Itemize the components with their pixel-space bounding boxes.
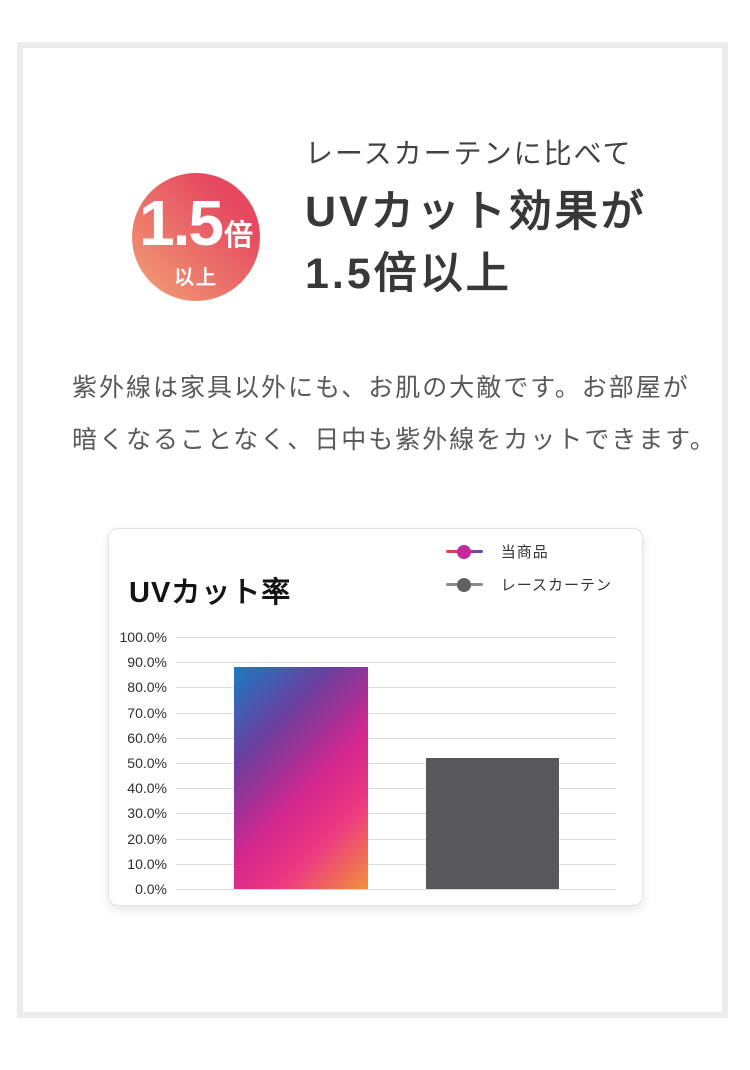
headline-line1: UVカット効果が (305, 188, 647, 236)
y-tick-label: 50.0% (127, 755, 167, 771)
ratio-badge-value: 1.5 (139, 186, 224, 259)
ratio-badge-main: 1.5 倍 (139, 191, 253, 255)
ratio-badge: 1.5 倍 以上 (132, 173, 260, 301)
legend-dot-product-icon (457, 544, 472, 559)
ratio-badge-qualifier: 以上 (174, 266, 218, 289)
gridline (176, 737, 616, 739)
content-panel: 1.5 倍 以上 レースカーテンに比べて UVカット効果が 1.5倍以上 紫外線… (17, 42, 728, 1018)
gridline (176, 637, 616, 638)
y-tick-label: 70.0% (127, 704, 167, 721)
legend-dot-lace-icon (457, 577, 472, 592)
gridline (176, 763, 616, 764)
y-tick-label: 80.0% (127, 679, 167, 696)
ratio-badge-unit: 倍 (223, 219, 253, 252)
gridline (176, 662, 616, 664)
headline-line2: 1.5倍以上 (305, 250, 512, 298)
body-copy: 紫外線は家具以外にも、お肌の大敵です。お部屋が 暗くなることなく、日中も紫外線を… (72, 362, 717, 466)
legend-marker-product-icon (445, 544, 483, 559)
body-copy-line2: 暗くなることなく、日中も紫外線をカットできます。 (72, 426, 717, 454)
gridline (176, 687, 616, 689)
y-tick-label: 90.0% (127, 654, 167, 671)
legend-marker-lace-icon (445, 577, 483, 592)
legend-label-lace: レースカーテン (500, 577, 612, 594)
y-tick-label: 0.0% (135, 881, 167, 897)
uv-chart-card: UVカット率 当商品 レースカーテン 100.0% 90.0% 80.0% 70.0%… (108, 528, 643, 906)
y-tick-label: 20.0% (127, 830, 167, 847)
legend-label-product: 当商品 (500, 544, 549, 561)
y-tick-label: 100.0% (119, 629, 167, 645)
headline-block: レースカーテンに比べて UVカット効果が 1.5倍以上 (305, 134, 647, 305)
plot-area: 100.0% 90.0% 80.0% 70.0% 60.0% 50.0% 40.0% 30.0… (120, 629, 616, 897)
headline-kicker: レースカーテンに比べて (305, 138, 633, 169)
chart-legend: 当商品 レースカーテン (445, 539, 612, 597)
body-copy-line1: 紫外線は家具以外にも、お肌の大敵です。お部屋が (72, 374, 690, 402)
gridline (176, 813, 616, 815)
gridline (176, 788, 616, 790)
gridline (176, 712, 616, 714)
chart-title: UVカット率 (129, 577, 292, 609)
gridline (176, 838, 616, 840)
legend-item-product: 当商品 (445, 539, 612, 564)
gridline (176, 863, 616, 865)
y-tick-label: 40.0% (127, 780, 167, 797)
y-tick-label: 10.0% (127, 855, 167, 872)
y-tick-label: 60.0% (127, 729, 167, 746)
legend-item-lace: レースカーテン (445, 572, 612, 597)
bar-lace (426, 757, 559, 889)
bar-product (234, 667, 368, 889)
gridline (176, 889, 616, 890)
y-tick-label: 30.0% (127, 805, 167, 822)
